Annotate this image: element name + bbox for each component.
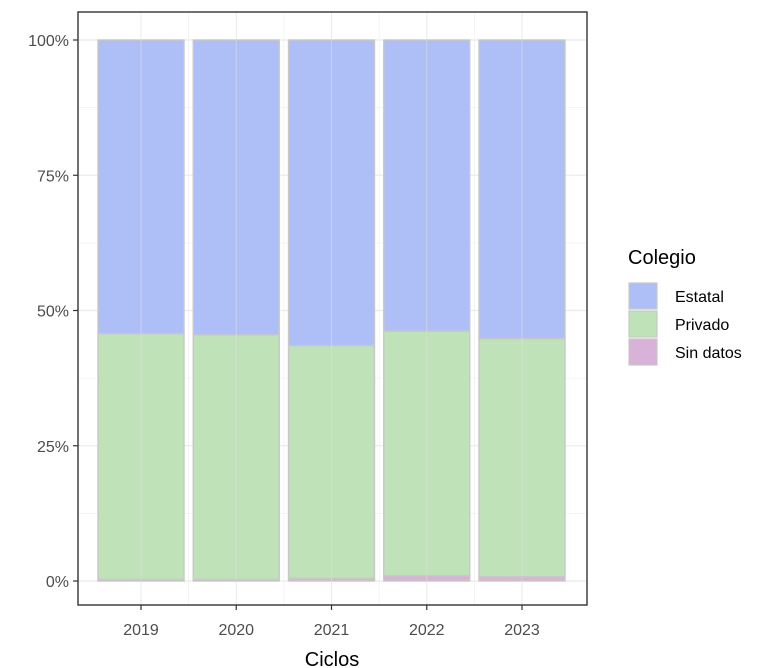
y-tick-label: 0%	[46, 574, 69, 591]
legend-swatch	[628, 282, 658, 310]
y-tick-label: 75%	[37, 168, 69, 185]
x-axis: 2019 2020 2021 2022 2023	[123, 605, 540, 639]
legend-label: Estatal	[675, 289, 724, 306]
legend-title: Colegio	[628, 247, 696, 269]
x-tick-label: 2020	[218, 622, 254, 639]
bars-layer	[97, 12, 566, 605]
x-tick-label: 2023	[504, 622, 540, 639]
x-tick-label: 2021	[314, 622, 350, 639]
y-tick-label: 100%	[28, 33, 69, 50]
legend-label: Sin datos	[675, 345, 742, 362]
y-axis: 0% 25% 50% 75% 100%	[28, 33, 78, 591]
x-axis-title: Ciclos	[305, 649, 359, 668]
panel-border	[77, 11, 588, 606]
legend-swatch	[628, 310, 658, 338]
y-tick-label: 25%	[37, 439, 69, 456]
legend-label: Privado	[675, 317, 729, 334]
legend-swatch	[628, 338, 658, 366]
x-tick-label: 2022	[409, 622, 445, 639]
legend: Colegio Estatal Privado Sin datos	[628, 247, 742, 366]
y-tick-label: 50%	[37, 304, 69, 321]
x-tick-label: 2019	[123, 622, 159, 639]
